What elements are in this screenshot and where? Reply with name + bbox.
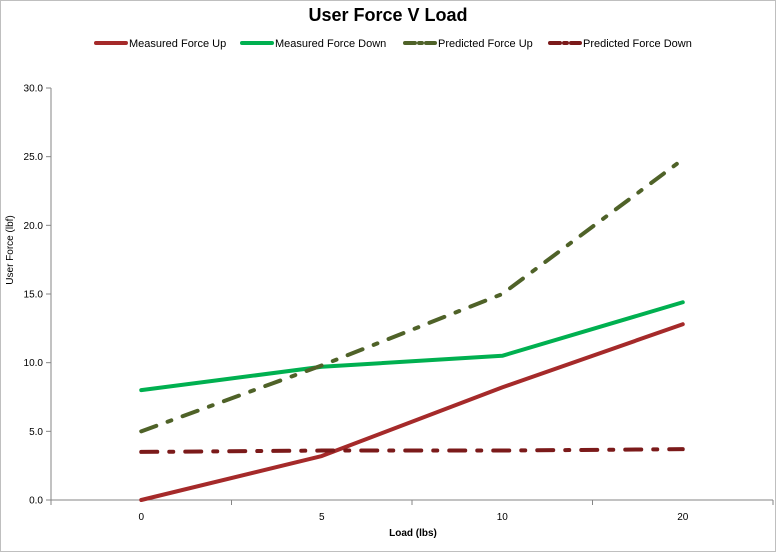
series-line-predicted-force-down (139, 447, 685, 454)
legend-label: Measured Force Down (275, 38, 386, 50)
legend-label: Predicted Force Down (583, 38, 692, 50)
x-axis-title: Load (lbs) (389, 528, 437, 539)
legend-label: Measured Force Up (129, 38, 226, 50)
y-tick-label: 30.0 (24, 84, 44, 95)
y-tick-label: 20.0 (24, 221, 44, 232)
y-tick-label: 0.0 (29, 496, 43, 507)
legend: Measured Force Up Measured Force Down Pred… (94, 38, 692, 50)
x-tick-label: 10 (497, 512, 509, 523)
y-tick-label: 25.0 (24, 152, 44, 163)
x-tick-label: 0 (138, 512, 144, 523)
y-tick-label: 5.0 (29, 427, 43, 438)
series-line-predicted-force-up (139, 157, 685, 434)
axes: 0.0 5.0 10.0 15.0 20.0 25.0 30.0 0 5 10 20 (24, 84, 774, 523)
x-tick-label: 20 (677, 512, 689, 523)
y-axis-title: User Force (lbf) (5, 215, 16, 284)
series-layer (139, 157, 685, 502)
legend-label: Predicted Force Up (438, 38, 533, 50)
x-tick-label: 5 (319, 512, 325, 523)
series-line-measured-force-up (139, 322, 685, 502)
y-tick-label: 15.0 (24, 290, 44, 301)
series-line-measured-force-down (139, 300, 685, 393)
chart-title: User Force V Load (308, 5, 467, 25)
y-tick-label: 10.0 (24, 358, 44, 369)
